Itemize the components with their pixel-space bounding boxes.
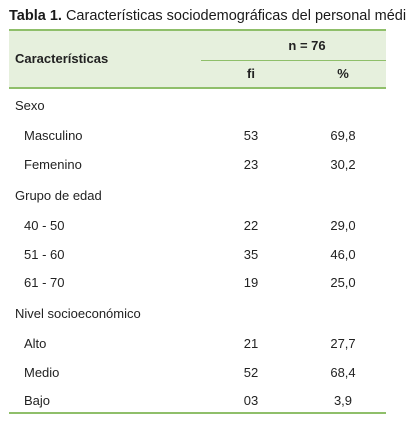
row-fi: 03 [243, 393, 259, 408]
row-fi: 53 [243, 128, 259, 143]
header-percent: % [337, 66, 349, 81]
row-percent: 30,2 [330, 157, 356, 172]
row-percent: 27,7 [330, 336, 356, 351]
row-label: 61 - 70 [24, 275, 65, 290]
header-top-rule [9, 29, 386, 31]
row-percent: 46,0 [330, 247, 356, 262]
table-caption: Tabla 1. Características sociodemográfic… [9, 8, 406, 24]
table-row: 40 - 50 22 29,0 [9, 218, 386, 236]
table-bottom-rule [9, 412, 386, 414]
row-label: 40 - 50 [24, 218, 65, 233]
table-row: Medio 52 68,4 [9, 365, 386, 383]
row-fi: 23 [243, 157, 259, 172]
header-sample-size: n = 76 [288, 38, 326, 53]
table-header [9, 31, 386, 87]
header-middle-rule [201, 60, 386, 61]
table-row: 51 - 60 35 46,0 [9, 247, 386, 265]
row-percent: 3,9 [333, 393, 353, 408]
table-row: Bajo 03 3,9 [9, 393, 386, 411]
table-row: Alto 21 27,7 [9, 336, 386, 354]
row-fi: 19 [243, 275, 259, 290]
group-title-edad: Grupo de edad [15, 188, 102, 203]
row-label: 51 - 60 [24, 247, 65, 262]
header-bottom-rule [9, 87, 386, 89]
row-fi: 35 [243, 247, 259, 262]
header-frequency: fi [247, 66, 255, 81]
row-label: Bajo [24, 393, 51, 408]
table-row: Masculino 53 69,8 [9, 128, 386, 146]
row-percent: 69,8 [330, 128, 356, 143]
row-label: Femenino [24, 157, 82, 172]
header-characteristics: Características [15, 51, 109, 66]
row-label: Masculino [24, 128, 83, 143]
row-percent: 68,4 [330, 365, 356, 380]
group-title-nivel: Nivel socioeconómico [15, 306, 141, 321]
row-label: Alto [24, 336, 47, 351]
group-title-sexo: Sexo [15, 98, 45, 113]
row-fi: 22 [243, 218, 259, 233]
table-row: Femenino 23 30,2 [9, 157, 386, 175]
caption-text: Características sociodemográficas del pe… [65, 8, 406, 24]
row-percent: 25,0 [330, 275, 356, 290]
row-label: Medio [24, 365, 60, 380]
table-row: 61 - 70 19 25,0 [9, 275, 386, 293]
row-percent: 29,0 [330, 218, 356, 233]
row-fi: 21 [243, 336, 259, 351]
caption-label: Tabla 1. [9, 8, 62, 24]
row-fi: 52 [243, 365, 259, 380]
